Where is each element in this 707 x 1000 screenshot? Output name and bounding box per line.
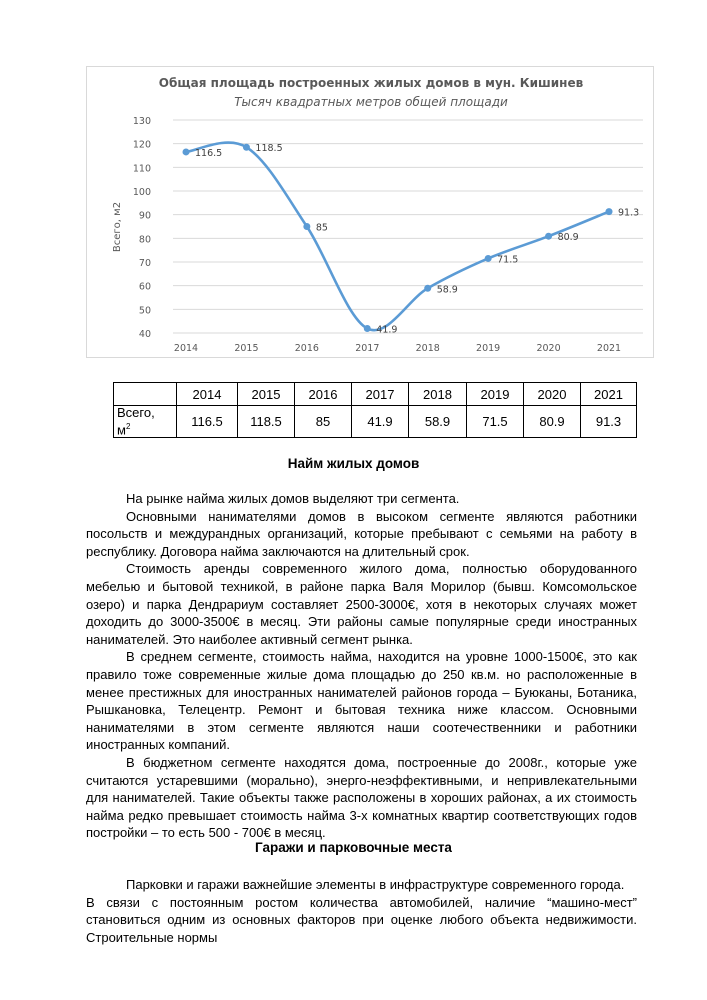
data-point [182, 148, 190, 156]
table-header-cell: 2015 [237, 382, 295, 406]
table-cell: 85 [294, 404, 352, 439]
x-tick-label: 2019 [476, 343, 500, 354]
paragraph: Основными нанимателями домов в высоком с… [86, 508, 637, 559]
y-tick-label: 70 [139, 258, 151, 269]
chart-subtitle: Тысяч квадратных метров общей площади [234, 95, 508, 109]
table-header-cell: 2017 [351, 382, 409, 406]
row-label-unit: м [117, 422, 126, 438]
data-label: 118.5 [255, 143, 282, 154]
data-point [484, 254, 492, 262]
x-tick-label: 2020 [536, 343, 560, 354]
y-tick-label: 100 [133, 187, 151, 198]
x-tick-label: 2015 [234, 343, 258, 354]
paragraph: В среднем сегменте, стоимость найма, нах… [86, 649, 637, 753]
data-point [363, 325, 371, 333]
table-cell: 116.5 [176, 404, 238, 439]
data-point [424, 284, 432, 292]
table-header-cell: 2019 [466, 382, 524, 406]
data-point [605, 208, 613, 216]
table-header-cell: 2018 [408, 382, 467, 406]
y-tick-label: 90 [139, 211, 151, 222]
series-line [185, 141, 610, 332]
data-label: 71.5 [497, 254, 518, 265]
section-body: Парковки и гаражи важнейшие элементы в и… [86, 876, 637, 946]
x-tick-label: 2021 [597, 343, 621, 354]
table-corner-cell [113, 382, 177, 406]
data-point [303, 223, 311, 230]
paragraph: В связи с постоянным ростом количества а… [86, 894, 637, 945]
row-label-text: Всего, [117, 405, 155, 420]
chart-title: Общая площадь построенных жилых домов в … [159, 76, 584, 90]
paragraph: На рынке найма жилых домов выделяют три … [126, 491, 460, 506]
y-tick-label: 60 [139, 282, 151, 293]
table-row: Всего, м2 116.5 118.5 85 41.9 58.9 71.5 8… [113, 404, 637, 439]
x-tick-label: 2016 [295, 343, 319, 354]
table-header-cell: 2020 [523, 382, 581, 406]
data-label: 58.9 [437, 284, 458, 295]
data-label: 41.9 [376, 325, 397, 336]
section-heading: Найм жилых домов [287, 456, 420, 471]
data-point [242, 143, 250, 151]
section-body: На рынке найма жилых домов выделяют три … [86, 490, 637, 842]
data-label: 80.9 [558, 232, 579, 243]
y-tick-label: 40 [139, 329, 151, 340]
x-tick-label: 2014 [174, 343, 198, 354]
y-tick-label: 110 [133, 163, 151, 174]
data-point [545, 232, 553, 240]
paragraph: Стоимость аренды современного жилого дом… [86, 561, 637, 647]
y-tick-label: 130 [133, 116, 151, 127]
y-axis-label: Всего, м2 [112, 202, 123, 252]
paragraph: Парковки и гаражи важнейшие элементы в и… [126, 877, 625, 892]
y-tick-label: 120 [133, 140, 151, 151]
chart-canvas: Общая площадь построенных жилых домов в … [112, 76, 643, 354]
table-header-cell: 2021 [580, 382, 637, 406]
table-cell: 41.9 [351, 404, 409, 439]
table-cell: 58.9 [408, 404, 467, 439]
table-cell: 118.5 [237, 404, 295, 439]
paragraph: В бюджетном сегменте находятся дома, пос… [86, 754, 637, 841]
table-header-row: 2014 2015 2016 2017 2018 2019 2020 2021 [113, 382, 637, 406]
table-cell: 91.3 [580, 404, 637, 439]
x-tick-label: 2018 [416, 343, 440, 354]
section-heading: Гаражи и парковочные места [255, 840, 452, 855]
table-header-cell: 2016 [294, 382, 352, 406]
y-tick-label: 50 [139, 305, 151, 316]
table-header-cell: 2014 [176, 382, 238, 406]
table-row-label: Всего, м2 [113, 404, 177, 439]
data-label: 85 [316, 223, 328, 234]
y-tick-label: 80 [139, 234, 151, 245]
table-cell: 71.5 [466, 404, 524, 439]
x-tick-label: 2017 [355, 343, 379, 354]
table-cell: 80.9 [523, 404, 581, 439]
data-table: 2014 2015 2016 2017 2018 2019 2020 2021 … [113, 382, 637, 439]
data-label: 91.3 [618, 208, 639, 219]
data-label: 116.5 [195, 148, 222, 159]
row-label-sup: 2 [125, 422, 131, 431]
line-chart: Общая площадь построенных жилых домов в … [86, 66, 654, 358]
